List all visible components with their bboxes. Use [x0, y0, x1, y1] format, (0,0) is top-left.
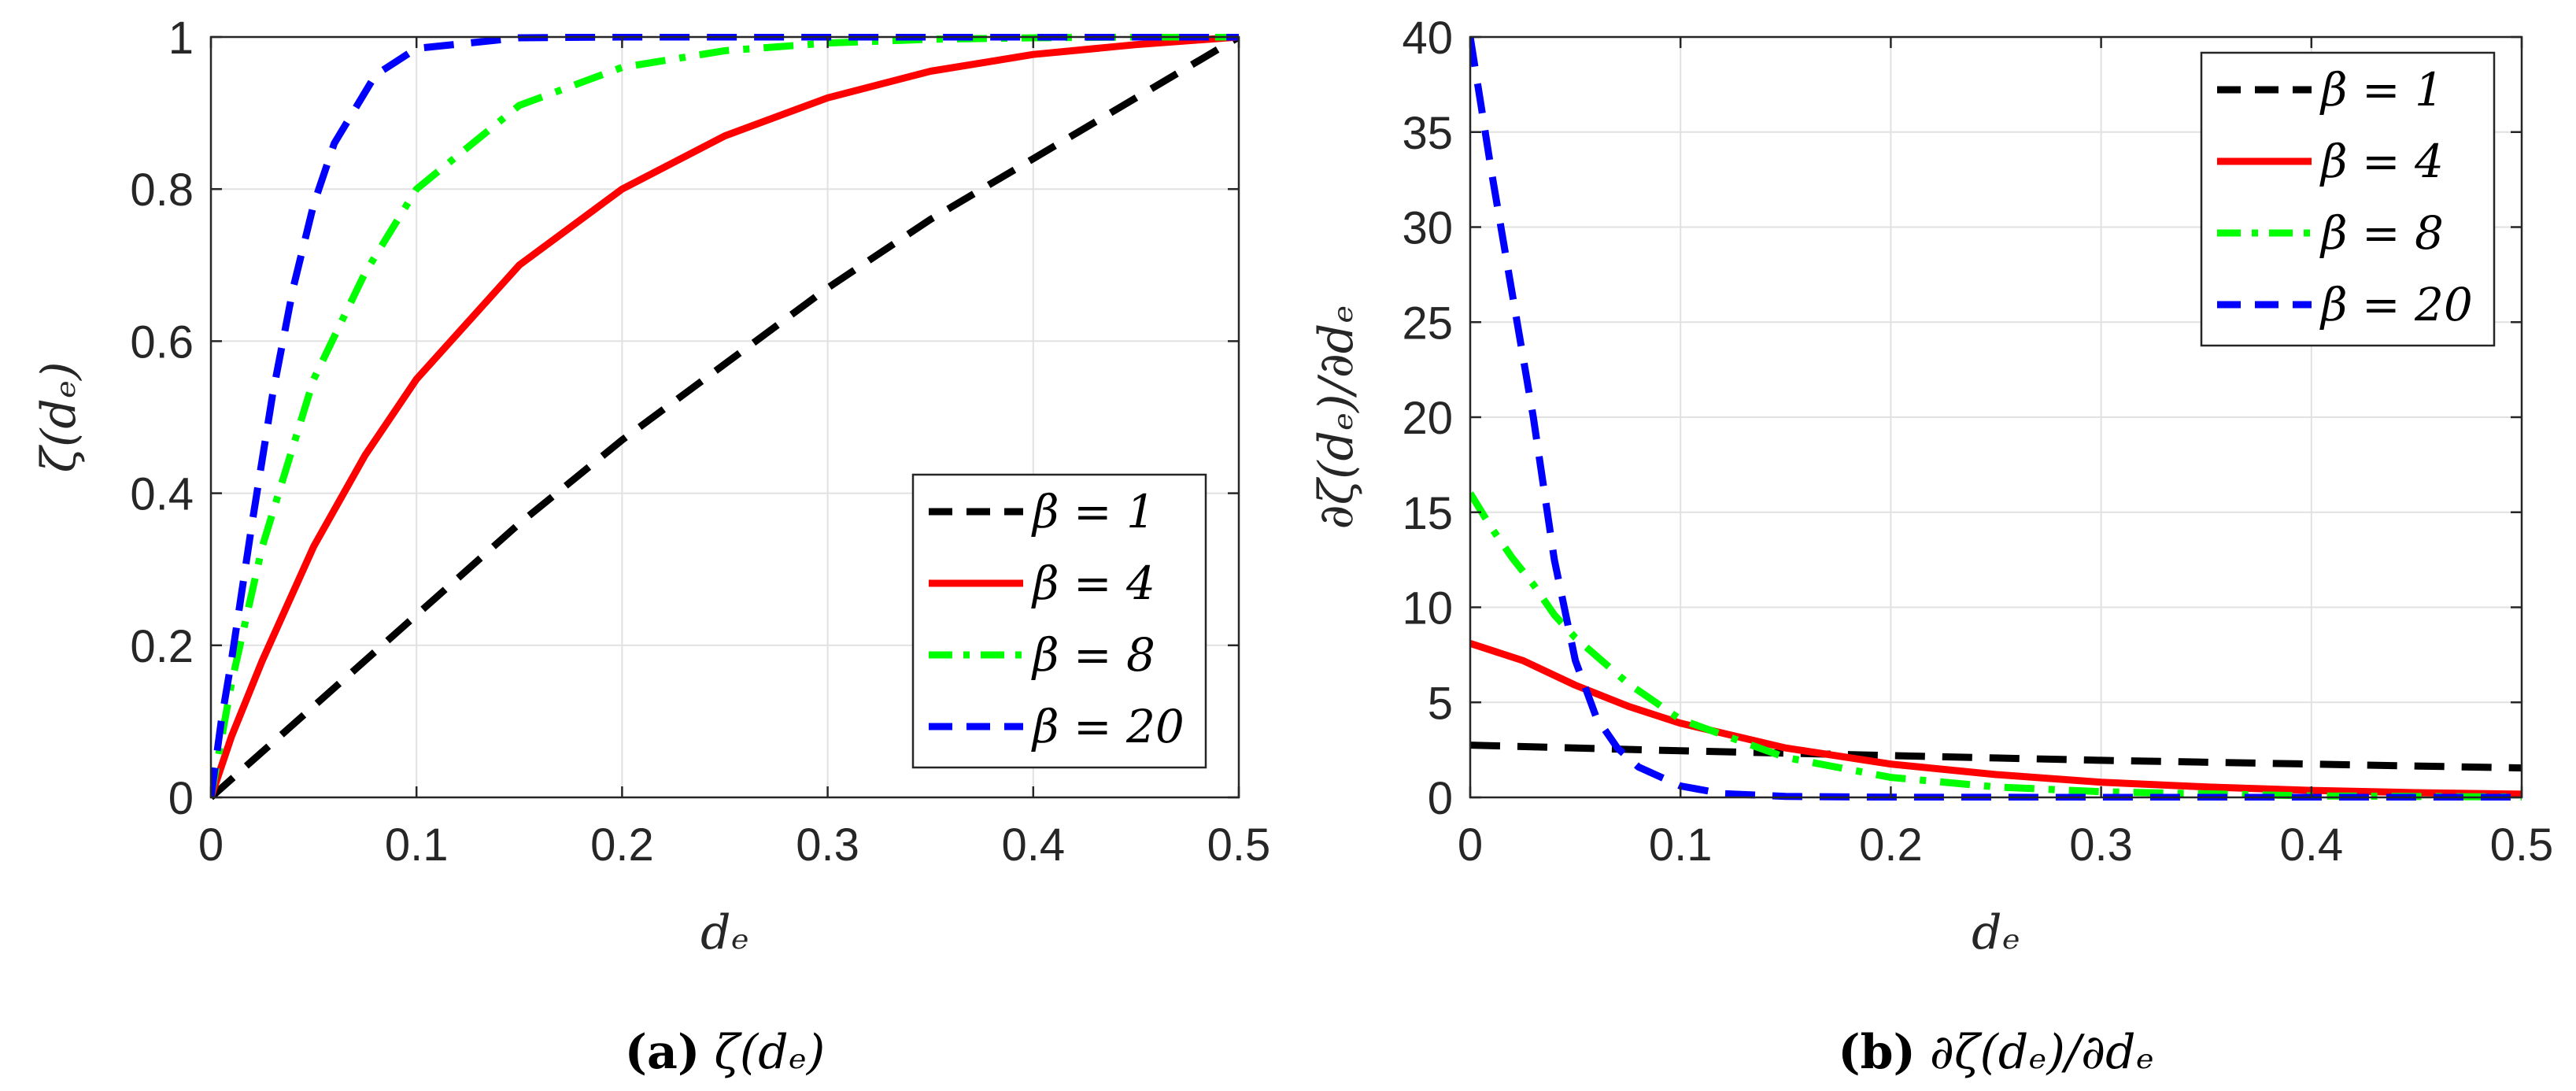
y-tick-label: 40: [1402, 13, 1453, 64]
series-line-beta-8: [1470, 491, 2522, 801]
x-tick-label: 0.4: [2279, 819, 2343, 871]
caption-letter: (a): [625, 1025, 700, 1080]
x-axis-label: dₑ: [700, 905, 749, 960]
legend-box: [911, 473, 1207, 769]
y-tick-label: 0: [168, 773, 194, 824]
series-line-beta-4: [211, 34, 1239, 799]
legend-label: β = 8: [1031, 628, 1155, 682]
legend-label: β = 20: [1031, 700, 1185, 753]
legend-label: β = 20: [2319, 278, 2473, 331]
x-tick-label: 0.1: [1649, 819, 1713, 871]
series-line-beta-1: [211, 34, 1239, 801]
y-tick-label: 20: [1402, 393, 1453, 444]
y-tick-label: 1: [168, 13, 194, 64]
y-tick-label: 10: [1402, 583, 1453, 634]
y-tick-label: 35: [1402, 108, 1453, 159]
x-tick-label: 0.2: [1859, 819, 1923, 871]
y-tick-label: 30: [1402, 203, 1453, 254]
series-line-beta-1: [1470, 742, 2522, 772]
y-tick-label: 0.8: [130, 165, 194, 216]
legend: β = 1 β = 4 β = 8 β = 20: [911, 473, 1207, 769]
series-line-beta-20: [1470, 36, 2522, 801]
legend-label: β = 4: [1031, 557, 1155, 610]
x-tick-label: 0.3: [2069, 819, 2133, 871]
y-axis-label: ∂ζ(dₑ)/∂dₑ: [1309, 305, 1364, 530]
y-tick-label: 5: [1428, 678, 1453, 729]
x-axis-label: dₑ: [1972, 905, 2020, 960]
x-tick-label: 0.3: [796, 819, 859, 871]
subfigure-caption: (b) ∂ζ(dₑ)/∂dₑ: [1838, 1025, 2154, 1080]
series-line-beta-8: [211, 34, 1239, 798]
y-tick-label: 25: [1402, 298, 1453, 349]
y-tick-label: 15: [1402, 488, 1453, 539]
y-tick-label: 0.6: [130, 316, 194, 368]
legend-label: β = 1: [1031, 485, 1155, 538]
x-tick-label: 0: [198, 819, 224, 871]
axes-frame: [209, 35, 1240, 799]
x-tick-label: 0.5: [1207, 819, 1271, 871]
legend-label: β = 1: [2319, 63, 2444, 116]
x-tick-label: 0: [1458, 819, 1483, 871]
x-tick-label: 0.4: [1001, 819, 1065, 871]
y-tick-label: 0.2: [130, 621, 194, 672]
x-tick-label: 0.1: [385, 819, 449, 871]
x-tick-label: 0.5: [2490, 819, 2554, 871]
chart-panel-left: 0 0.1 0.2 0.3 0.4 0.5 0 0.2 0.4 0.6 0.8 1 dₑ ζ(dₑ) β =…: [31, 13, 1270, 1080]
x-tick-label: 0.2: [590, 819, 654, 871]
subfigure-caption: (a) ζ(dₑ): [625, 1025, 826, 1080]
y-tick-label: 0: [1428, 773, 1453, 824]
legend-label: β = 8: [2319, 206, 2444, 260]
legend: β = 1 β = 4 β = 8 β = 20: [2200, 51, 2496, 347]
caption-text: ζ(dₑ): [714, 1025, 825, 1080]
legend-box: [2200, 51, 2496, 347]
y-axis-label: ζ(dₑ): [31, 362, 87, 473]
y-tick-label: 0.4: [130, 469, 194, 520]
caption-text: ∂ζ(dₑ)/∂dₑ: [1930, 1025, 2154, 1080]
chart-panel-right: 0 0.1 0.2 0.3 0.4 0.5 0 5 10 15 20 25 30 35 40 dₑ ∂ζ(dₑ)…: [1309, 13, 2553, 1080]
caption-letter: (b): [1838, 1025, 1916, 1080]
legend-label: β = 4: [2319, 135, 2444, 188]
